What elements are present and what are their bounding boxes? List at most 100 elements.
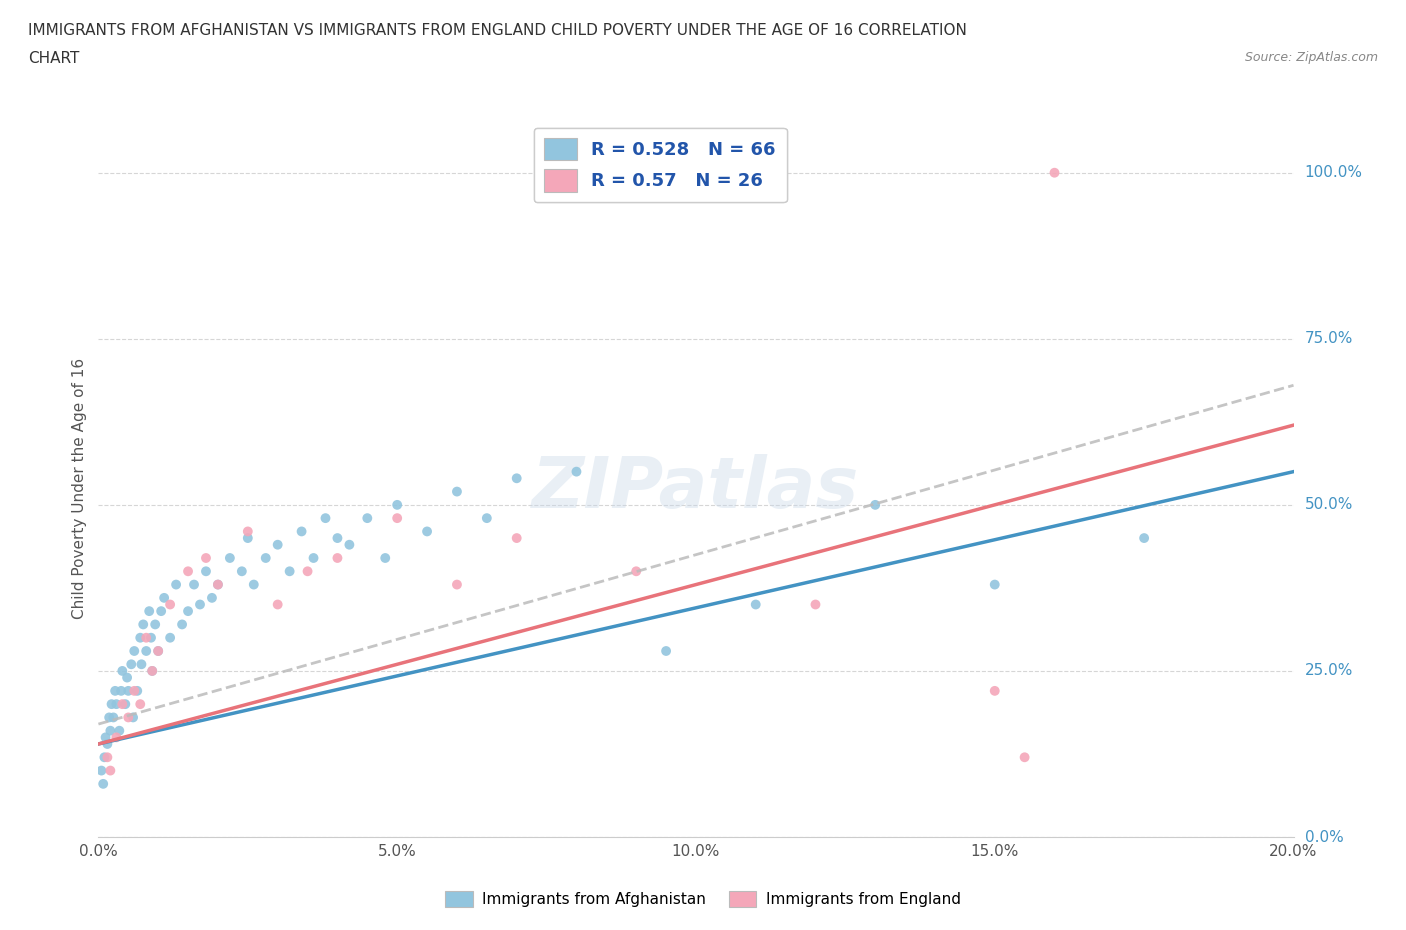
Point [183, 578, 205, 592]
Point [207, 578, 229, 592]
Point [177, 564, 200, 578]
Point [219, 551, 242, 565]
Point [105, 730, 128, 745]
Point [254, 551, 277, 565]
Point [231, 564, 253, 578]
Point [655, 644, 678, 658]
Legend: Immigrants from Afghanistan, Immigrants from England: Immigrants from Afghanistan, Immigrants … [439, 884, 967, 913]
Point [91, 777, 114, 791]
Point [111, 697, 134, 711]
Point [122, 710, 145, 724]
Point [177, 604, 200, 618]
Point [194, 564, 218, 578]
Point [267, 538, 290, 552]
Point [385, 498, 409, 512]
Y-axis label: Child Poverty Under the Age of 16: Child Poverty Under the Age of 16 [72, 358, 87, 618]
Text: CHART: CHART [28, 51, 80, 66]
Point [98, 764, 122, 778]
Point [385, 511, 409, 525]
Point [148, 644, 170, 658]
Text: 100.0%: 100.0% [1305, 166, 1362, 180]
Point [983, 684, 1005, 698]
Point [111, 663, 134, 678]
Point [94, 730, 117, 745]
Point [115, 671, 138, 685]
Text: 75.0%: 75.0% [1305, 331, 1353, 346]
Point [297, 564, 319, 578]
Point [236, 524, 259, 538]
Point [131, 657, 153, 671]
Point [159, 597, 181, 612]
Point [1133, 531, 1156, 546]
Text: Source: ZipAtlas.com: Source: ZipAtlas.com [1244, 51, 1378, 64]
Point [98, 710, 121, 724]
Point [1014, 750, 1036, 764]
Point [506, 531, 529, 546]
Point [416, 524, 439, 538]
Point [117, 710, 139, 724]
Point [105, 697, 128, 711]
Point [983, 578, 1005, 592]
Point [129, 697, 152, 711]
Text: 0.0%: 0.0% [1305, 830, 1343, 844]
Point [120, 657, 142, 671]
Point [236, 531, 259, 546]
Point [104, 684, 127, 698]
Point [135, 644, 157, 658]
Text: 25.0%: 25.0% [1305, 663, 1353, 678]
Point [98, 724, 122, 738]
Point [148, 644, 170, 658]
Point [159, 631, 181, 645]
Point [103, 710, 125, 724]
Point [804, 597, 827, 612]
Point [624, 564, 647, 578]
Point [100, 697, 122, 711]
Point [143, 617, 166, 631]
Point [326, 531, 349, 546]
Point [96, 737, 118, 751]
Point [153, 591, 176, 605]
Point [302, 551, 325, 565]
Point [117, 684, 139, 698]
Text: IMMIGRANTS FROM AFGHANISTAN VS IMMIGRANTS FROM ENGLAND CHILD POVERTY UNDER THE A: IMMIGRANTS FROM AFGHANISTAN VS IMMIGRANT… [28, 23, 967, 38]
Point [565, 464, 588, 479]
Point [326, 551, 349, 565]
Point [129, 631, 152, 645]
Point [188, 597, 211, 612]
Point [194, 551, 218, 565]
Point [124, 684, 146, 698]
Point [138, 604, 160, 618]
Point [243, 578, 266, 592]
Point [141, 663, 163, 678]
Point [141, 663, 163, 678]
Point [201, 591, 224, 605]
Point [314, 511, 337, 525]
Point [475, 511, 498, 525]
Point [356, 511, 378, 525]
Point [139, 631, 162, 645]
Point [110, 684, 132, 698]
Point [506, 471, 529, 485]
Point [135, 631, 157, 645]
Point [278, 564, 301, 578]
Text: 50.0%: 50.0% [1305, 498, 1353, 512]
Point [96, 750, 118, 764]
Point [290, 524, 312, 538]
Point [446, 485, 468, 499]
Point [339, 538, 360, 552]
Point [863, 498, 886, 512]
Point [132, 617, 155, 631]
Point [114, 697, 136, 711]
Point [127, 684, 149, 698]
Point [93, 750, 115, 764]
Point [165, 578, 187, 592]
Point [90, 764, 112, 778]
Point [267, 597, 290, 612]
Point [172, 617, 194, 631]
Point [1043, 166, 1066, 180]
Point [124, 644, 146, 658]
Point [207, 578, 229, 592]
Point [108, 724, 131, 738]
Point [745, 597, 768, 612]
Point [150, 604, 173, 618]
